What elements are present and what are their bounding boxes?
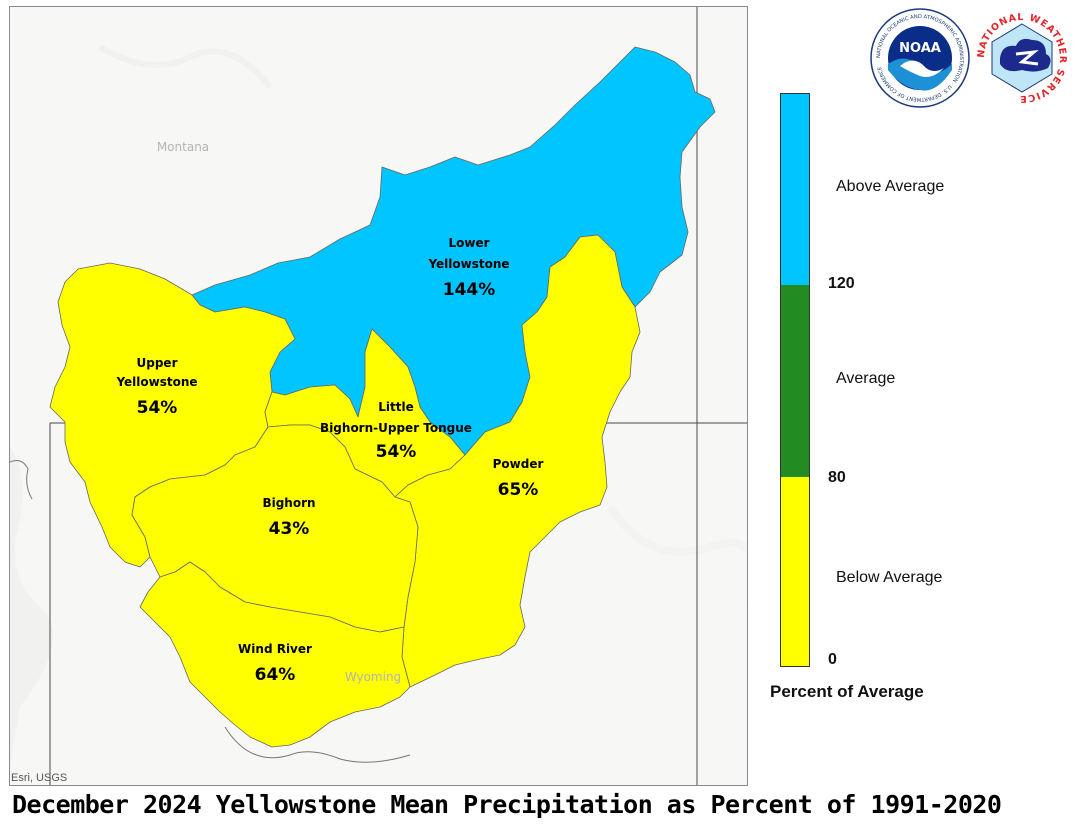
basin-name-line: Upper: [137, 356, 178, 370]
basin-percent: 54%: [376, 442, 417, 462]
basin-label-powder: Powder 65%: [493, 457, 544, 500]
legend-break-120: 120: [828, 275, 855, 292]
legend-swatch-above: [781, 94, 809, 285]
legend-label-above: Above Average: [836, 178, 945, 195]
map-title: December 2024 Yellowstone Mean Precipita…: [12, 790, 1002, 819]
idaho-border: [10, 460, 33, 500]
map-credit: Esri, USGS: [11, 772, 68, 784]
basin-label-upper-yellowstone: Upper Yellowstone 54%: [115, 356, 197, 418]
basins: [49, 46, 716, 748]
basin-percent: 144%: [443, 280, 496, 300]
lower-boundary: [224, 726, 411, 763]
legend-color-bar: [780, 93, 810, 667]
basin-name-line: Yellowstone: [115, 375, 197, 389]
legend-swatch-below: [781, 477, 809, 666]
basin-label-little-bighorn-upper-tongue: Little Bighorn-Upper Tongue 54%: [320, 400, 472, 462]
basin-wind-river[interactable]: [139, 561, 411, 748]
state-label-wyoming: Wyoming: [345, 670, 401, 684]
basin-percent: 43%: [269, 519, 310, 539]
basin-name-line: Little: [378, 400, 413, 414]
map-frame: Montana Wyoming Lower Yellowstone 144% U…: [9, 6, 748, 786]
noaa-logo-text: NOAA: [899, 41, 941, 56]
basin-name-line: Bighorn-Upper Tongue: [320, 421, 472, 435]
legend-label-below: Below Average: [836, 569, 943, 586]
state-label-montana: Montana: [157, 140, 209, 154]
basin-name-line: Yellowstone: [427, 257, 509, 271]
basemap-terrain: [10, 44, 747, 767]
basin-percent: 65%: [498, 480, 539, 500]
basin-percent: 54%: [137, 398, 178, 418]
nws-logo: NATIONAL WEATHER SERVICE: [976, 12, 1067, 104]
basin-name-line: Bighorn: [262, 496, 315, 510]
legend-break-80: 80: [828, 469, 846, 486]
basin-label-lower-yellowstone: Lower Yellowstone 144%: [427, 236, 509, 300]
basin-map: Montana Wyoming Lower Yellowstone 144% U…: [10, 7, 747, 785]
legend-swatch-average: [781, 285, 809, 477]
legend-label-average: Average: [836, 370, 896, 387]
basin-name-line: Powder: [493, 457, 544, 471]
basin-percent: 64%: [255, 665, 296, 685]
basin-name-line: Lower: [448, 236, 489, 250]
basin-label-bighorn: Bighorn 43%: [262, 496, 315, 539]
legend-break-0: 0: [828, 651, 837, 668]
legend-title: Percent of Average: [770, 682, 924, 701]
noaa-logo: NOAA NATIONAL OCEANIC AND ATMOSPHERIC AD…: [870, 8, 970, 108]
basin-name-line: Wind River: [238, 642, 312, 656]
basin-label-wind-river: Wind River 64%: [238, 642, 312, 685]
